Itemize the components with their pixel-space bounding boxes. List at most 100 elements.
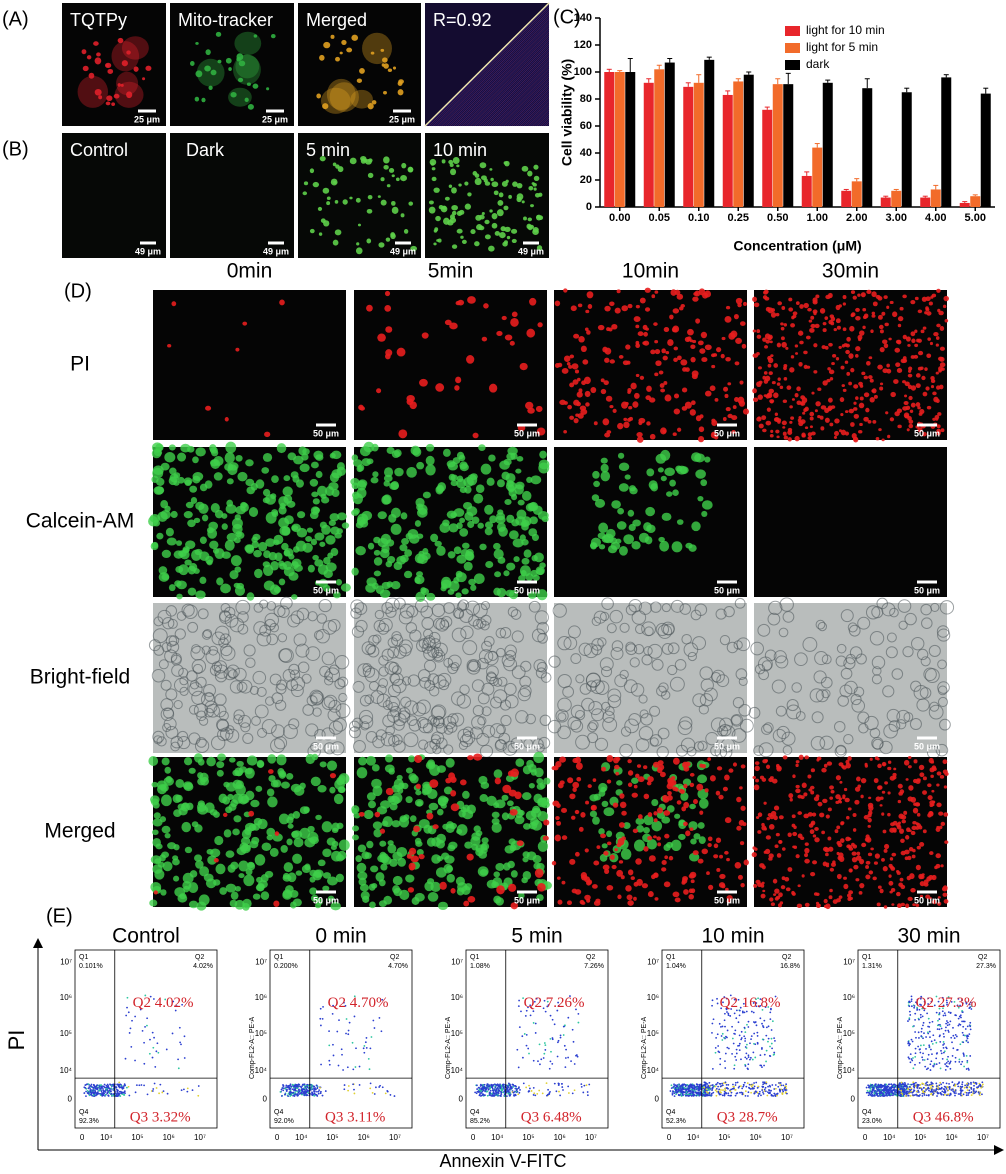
x-tick-label: 1.00 [807,212,828,224]
cell [932,417,936,421]
cell [936,771,942,776]
event-dot [378,1017,381,1019]
event-dot [475,1092,478,1095]
quadrant-value: 92.3% [79,1118,99,1125]
cell [449,822,457,830]
cell [895,362,901,368]
event-dot [371,1091,374,1094]
event-dot [109,1090,112,1093]
cell [155,843,163,850]
cell [362,32,392,65]
cell [825,862,830,866]
cell [251,836,260,845]
cell [461,239,467,244]
cell [366,304,373,312]
cell [844,431,850,436]
cell [460,235,464,239]
coloc-stripe [519,97,550,127]
cell [245,478,255,487]
cell [665,350,670,355]
event-dot [511,1083,514,1086]
bar [941,77,952,208]
cell [424,881,434,892]
cell [534,552,544,563]
cell [877,364,883,370]
cell [799,304,804,309]
cell [690,344,696,349]
event-dot [532,1059,535,1062]
cell [911,854,916,859]
event-dot [294,1091,296,1093]
cell-outline [495,739,506,750]
cell-outline [468,615,480,627]
cell [268,775,276,782]
cell [689,409,696,416]
cell [942,892,948,897]
cell [464,181,469,186]
cell [774,888,780,894]
cell [756,352,760,356]
x-tick-label: 0.50 [767,212,788,224]
cell-outline [290,610,305,624]
cell [218,793,228,804]
cell [879,386,884,391]
cell-outline [660,690,671,700]
cell [498,526,508,537]
cell [479,162,487,169]
cell [569,415,575,420]
cell [329,513,340,522]
cell [881,311,886,316]
cell [791,890,795,895]
cell [433,187,440,193]
cell [648,397,656,403]
cell [283,549,291,557]
event-dot [328,1044,331,1047]
event-dot [543,1052,546,1055]
cell-outline [187,621,199,633]
cell [790,416,795,420]
cell [301,864,311,874]
cell [532,183,537,187]
bar [772,84,783,207]
event-dot [522,1082,525,1085]
cell [313,450,324,460]
cell [900,814,907,820]
cell [358,811,365,817]
scale-label: 25 μm [389,114,415,124]
cell [896,408,903,413]
cell [113,93,120,99]
cell [917,309,923,314]
cell [699,798,709,809]
cell [270,33,276,39]
cell-outline [493,677,503,687]
cell [491,822,502,833]
cell-outline [388,661,400,673]
cell [603,851,609,856]
cell [842,327,847,332]
cell [213,858,219,863]
cell [183,477,193,486]
cell-outline [891,668,904,680]
cell [380,177,385,182]
cell-outline [735,668,748,680]
cell [855,855,862,861]
cell [302,191,308,196]
cell-outline [173,699,183,710]
cell [152,467,164,479]
cell [368,800,377,809]
cell [838,800,843,804]
cell-outline [736,637,751,652]
cell [589,794,599,802]
cell [417,554,428,565]
cell [239,842,249,852]
cell [826,761,833,766]
event-dot [476,1088,479,1090]
cell [836,840,842,846]
event-dot [134,1091,137,1094]
cell [803,302,809,309]
cell-outline [456,601,468,612]
y-tick-label: 10⁵ [255,1029,267,1038]
event-dot [518,1026,521,1029]
bar [851,181,862,207]
cell [213,879,221,886]
